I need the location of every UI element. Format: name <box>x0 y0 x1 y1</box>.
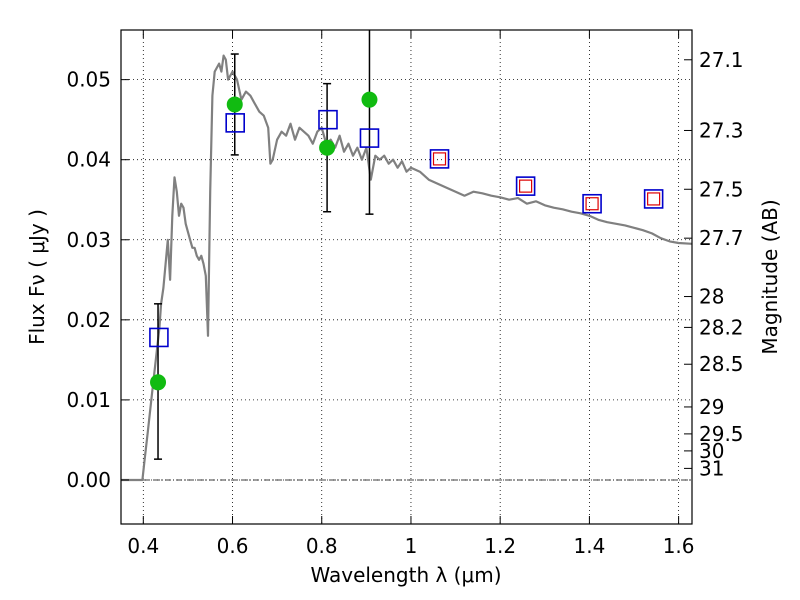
x-tick-label: 0.4 <box>127 534 159 558</box>
right-tick-label: 28 <box>699 285 724 309</box>
right-tick-label: 27.1 <box>699 48 744 72</box>
model-band-square <box>643 189 664 209</box>
x-tick-label: 1 <box>405 534 418 558</box>
right-tick-label: 29.5 <box>699 422 744 446</box>
observed-point <box>319 139 336 156</box>
right-tick-label: 31 <box>699 456 724 480</box>
right-tick-label: 28.5 <box>699 352 744 376</box>
y-tick-label: 0.02 <box>66 308 111 332</box>
x-tick-label: 1.4 <box>573 534 605 558</box>
y-tick-label: 0.05 <box>66 68 111 92</box>
axis-tick-labels: 0.4 0.6 0.8 1 1.2 1.4 1.6 0.00 0.01 0.02 0.03 0.04 0… <box>66 48 743 558</box>
observed-point <box>150 374 167 391</box>
right-tick-label: 27.5 <box>699 177 744 201</box>
right-tick-label: 29 <box>699 395 724 419</box>
x-tick-label: 0.6 <box>217 534 249 558</box>
observed-point <box>226 96 243 113</box>
x-axis-label: Wavelength λ (μm) <box>310 563 501 587</box>
model-band-square <box>429 149 450 169</box>
model-spectrum <box>121 54 692 482</box>
model-band-small-square <box>519 179 533 193</box>
model-band-small-square <box>585 197 599 211</box>
plot-frame <box>120 29 693 525</box>
y-tick-label: 0.00 <box>66 468 111 492</box>
model-band-square <box>359 128 380 148</box>
observed-point <box>361 91 378 108</box>
right-tick-label: 28.2 <box>699 315 744 339</box>
y-tick-label: 0.01 <box>66 388 111 412</box>
model-band-small-square <box>432 152 447 166</box>
data-markers <box>149 91 664 391</box>
right-tick-label: 27.7 <box>699 226 744 250</box>
y-axis-label: Flux Fν ( μJy ) <box>25 209 49 345</box>
x-tick-label: 0.8 <box>306 534 338 558</box>
model-band-square <box>149 327 169 348</box>
model-band-square <box>582 193 602 214</box>
y-tick-label: 0.04 <box>66 148 111 172</box>
model-band-square <box>318 109 338 130</box>
right-axis-label: Magnitude (AB) <box>758 199 782 354</box>
model-band-small-square <box>647 192 661 206</box>
spectrum-line <box>121 54 692 482</box>
model-band-square <box>225 113 245 133</box>
y-tick-label: 0.03 <box>66 228 111 252</box>
x-tick-label: 1.6 <box>663 534 695 558</box>
right-tick-label: 30 <box>699 439 724 463</box>
axis-ticks <box>121 30 692 524</box>
right-tick-label: 27.3 <box>699 118 744 142</box>
x-tick-label: 1.2 <box>484 534 516 558</box>
model-band-square <box>515 176 536 196</box>
